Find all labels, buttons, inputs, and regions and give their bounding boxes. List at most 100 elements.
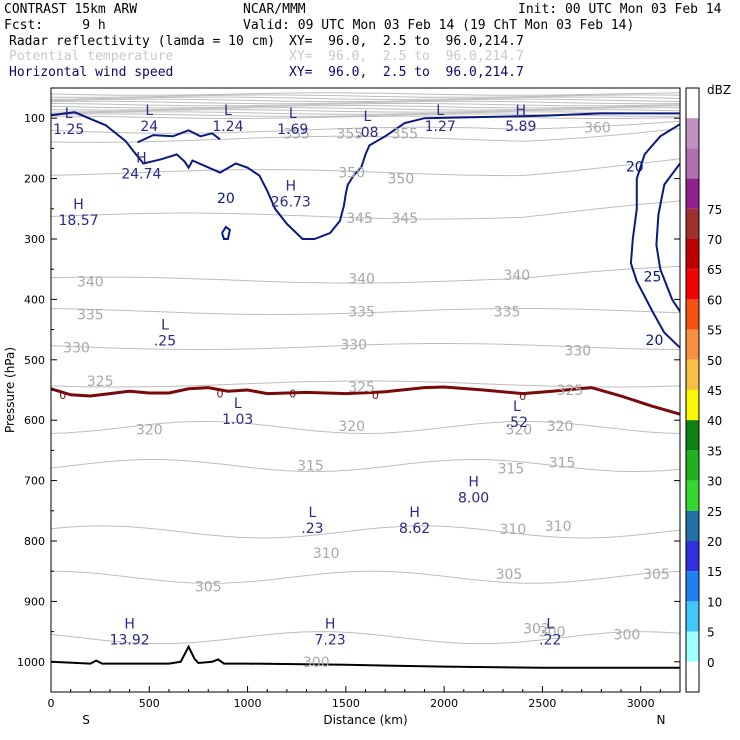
- theta-contour: [51, 631, 680, 645]
- theta-contour: [51, 107, 680, 111]
- theta-contour: [51, 265, 680, 284]
- colorbar-swatch: [686, 571, 699, 602]
- extremum-value: 1.03: [222, 412, 253, 428]
- extremum-value: 8.62: [399, 521, 430, 537]
- colorbar-swatch: [686, 420, 699, 451]
- colorbar-level-label: 20: [707, 535, 722, 549]
- extremum-type: L: [145, 103, 153, 119]
- theta-contour: [51, 100, 680, 105]
- theta-label: 340: [77, 274, 104, 290]
- reflectivity-zero-contour: [51, 385, 680, 416]
- reflectivity-zero-label: 0: [519, 390, 526, 403]
- theta-label: 305: [643, 567, 670, 583]
- extremum-value: 1.25: [53, 122, 84, 138]
- colorbar-swatch: [686, 239, 699, 270]
- theta-contour: [51, 120, 680, 134]
- y-tick-label: 300: [24, 233, 45, 246]
- theta-label: 335: [348, 304, 375, 320]
- theta-contour: [51, 420, 680, 435]
- extremum-value: .08: [356, 125, 378, 141]
- wind-label: 20: [217, 191, 235, 207]
- extremum-value: 24: [140, 119, 158, 135]
- extremum-type: L: [309, 505, 317, 521]
- theta-label: 325: [87, 374, 114, 390]
- theta-label: 302: [523, 622, 550, 638]
- theta-contour: [51, 102, 680, 107]
- theta-label: 355: [283, 126, 310, 142]
- colorbar-swatch: [686, 601, 699, 632]
- y-tick-label: 1000: [17, 656, 45, 669]
- x-tick-label: 3000: [627, 697, 655, 710]
- extremum-type: H: [136, 150, 147, 166]
- theta-label: 330: [63, 341, 90, 357]
- extremum-type: L: [513, 399, 521, 415]
- reflectivity-zero-label: 0: [59, 389, 66, 402]
- theta-contour: [51, 525, 680, 539]
- y-axis-label: Pressure (hPa): [3, 347, 17, 433]
- y-tick-label: 200: [24, 173, 45, 186]
- forecast-hour: Fcst: 9 h: [4, 18, 106, 33]
- valid-time: Valid: 09 UTC Mon 03 Feb 14 (19 ChT Mon …: [243, 18, 635, 33]
- y-tick-label: 900: [24, 595, 45, 608]
- theta-contour: [51, 109, 680, 113]
- field-name-theta: Potential temperature: [9, 49, 174, 64]
- colorbar-swatch: [686, 88, 699, 119]
- extremum-value: 7.23: [315, 633, 346, 649]
- theta-label: 300: [303, 655, 330, 671]
- theta-label: 355: [336, 126, 363, 142]
- extremum-value: 1.69: [277, 122, 308, 138]
- init-time: Init: 00 UTC Mon 03 Feb 14: [518, 2, 722, 17]
- colorbar-swatch: [686, 118, 699, 149]
- x-end-label-north: N: [657, 713, 666, 727]
- extremum-type: L: [224, 103, 232, 119]
- theta-contour: [51, 158, 680, 177]
- field-name-reflectivity: Radar reflectivity (lamda = 10 cm): [9, 34, 276, 49]
- theta-contour: [51, 92, 680, 96]
- theta-label: 330: [340, 338, 367, 354]
- extremum-type: H: [124, 617, 135, 633]
- theta-contour: [51, 111, 680, 115]
- colorbar-swatch: [686, 661, 699, 692]
- theta-label: 310: [545, 519, 572, 535]
- y-tick-label: 700: [24, 475, 45, 488]
- colorbar-level-label: 60: [707, 293, 722, 307]
- colorbar-swatch: [686, 148, 699, 179]
- theta-contour: [51, 380, 680, 388]
- theta-label: 310: [500, 522, 527, 538]
- colorbar-unit: dBZ: [707, 83, 731, 97]
- field-xy-reflectivity: XY= 96.0, 2.5 to 96.0,214.7: [289, 34, 524, 49]
- theta-label: 315: [297, 459, 324, 475]
- extremum-type: L: [546, 617, 554, 633]
- theta-label: 345: [391, 211, 418, 227]
- extremum-type: H: [73, 197, 84, 213]
- colorbar-swatch: [686, 269, 699, 300]
- colorbar-level-label: 70: [707, 233, 722, 247]
- field-name-wind: Horizontal wind speed: [9, 65, 174, 80]
- colorbar-level-label: 65: [707, 263, 722, 277]
- x-tick-label: 0: [48, 697, 55, 710]
- reflectivity-zero-label: 0: [289, 388, 296, 401]
- theta-contour: [51, 104, 680, 109]
- extremum-type: H: [516, 103, 527, 119]
- model-title: CONTRAST 15km ARW: [4, 2, 138, 17]
- colorbar-level-label: 35: [707, 444, 722, 458]
- theta-contour: [51, 570, 680, 584]
- theta-contour: [51, 458, 680, 473]
- extremum-value: 18.57: [58, 213, 98, 229]
- wind-contour-20: [221, 225, 232, 240]
- theta-contour: [51, 96, 680, 100]
- x-tick-label: 1500: [332, 697, 360, 710]
- extremum-value: .23: [301, 521, 323, 537]
- wind-contour-20: [51, 111, 680, 240]
- colorbar-level-label: 75: [707, 203, 722, 217]
- extremum-type: L: [436, 103, 444, 119]
- x-tick-label: 1000: [234, 697, 262, 710]
- colorbar-swatch: [686, 329, 699, 360]
- theta-label: 300: [539, 625, 566, 641]
- theta-label: 335: [494, 304, 521, 320]
- theta-label: 360: [584, 120, 611, 136]
- wind-contour-25: [655, 162, 680, 313]
- extremum-type: H: [325, 617, 336, 633]
- colorbar-level-label: 25: [707, 505, 722, 519]
